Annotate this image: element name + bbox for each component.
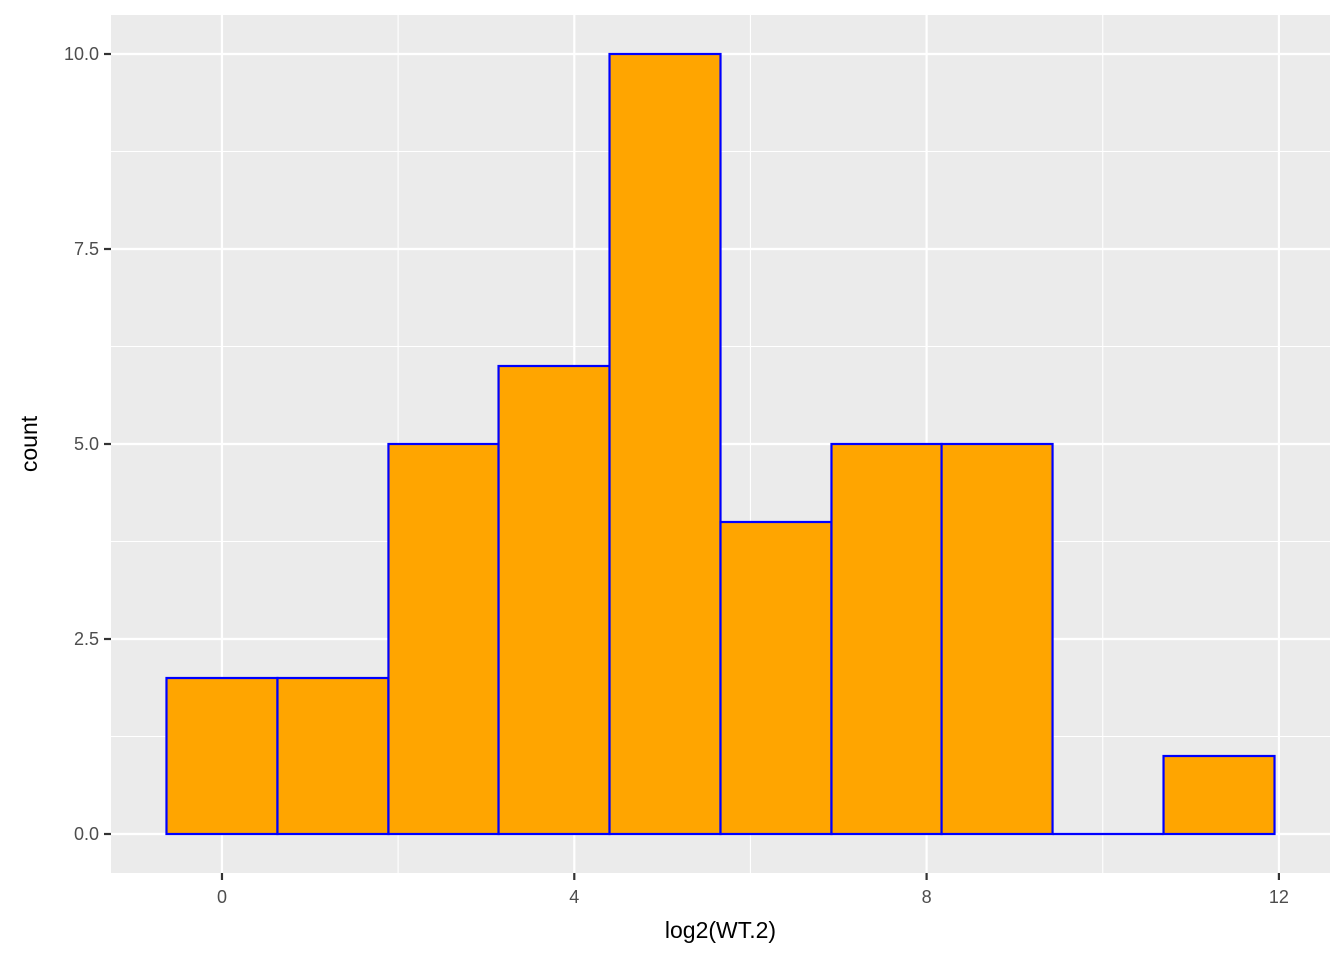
histogram-bar — [387, 442, 500, 836]
y-tick-label: 5.0 — [74, 434, 99, 454]
histogram-bars — [165, 52, 1276, 836]
x-axis: 0 4 8 12 — [217, 873, 1289, 907]
y-axis-title: count — [16, 415, 42, 472]
y-tick-label: 2.5 — [74, 629, 99, 649]
y-axis: 0.0 2.5 5.0 7.5 10.0 — [64, 44, 111, 844]
histogram-bar — [608, 52, 722, 836]
x-tick-label: 8 — [922, 887, 932, 907]
y-tick-label: 0.0 — [74, 824, 99, 844]
histogram-bar — [165, 676, 279, 836]
histogram-bar — [830, 442, 943, 836]
x-axis-title: log2(WT.2) — [665, 917, 776, 943]
histogram-bar — [276, 676, 390, 836]
y-tick-label: 7.5 — [74, 239, 99, 259]
histogram-bar — [497, 364, 611, 836]
histogram-bar — [940, 442, 1054, 836]
x-tick-label: 12 — [1269, 887, 1289, 907]
histogram-bar — [719, 520, 833, 836]
y-tick-label: 10.0 — [64, 44, 99, 64]
histogram-bar — [1162, 754, 1276, 836]
x-tick-label: 0 — [217, 887, 227, 907]
x-tick-label: 4 — [569, 887, 579, 907]
